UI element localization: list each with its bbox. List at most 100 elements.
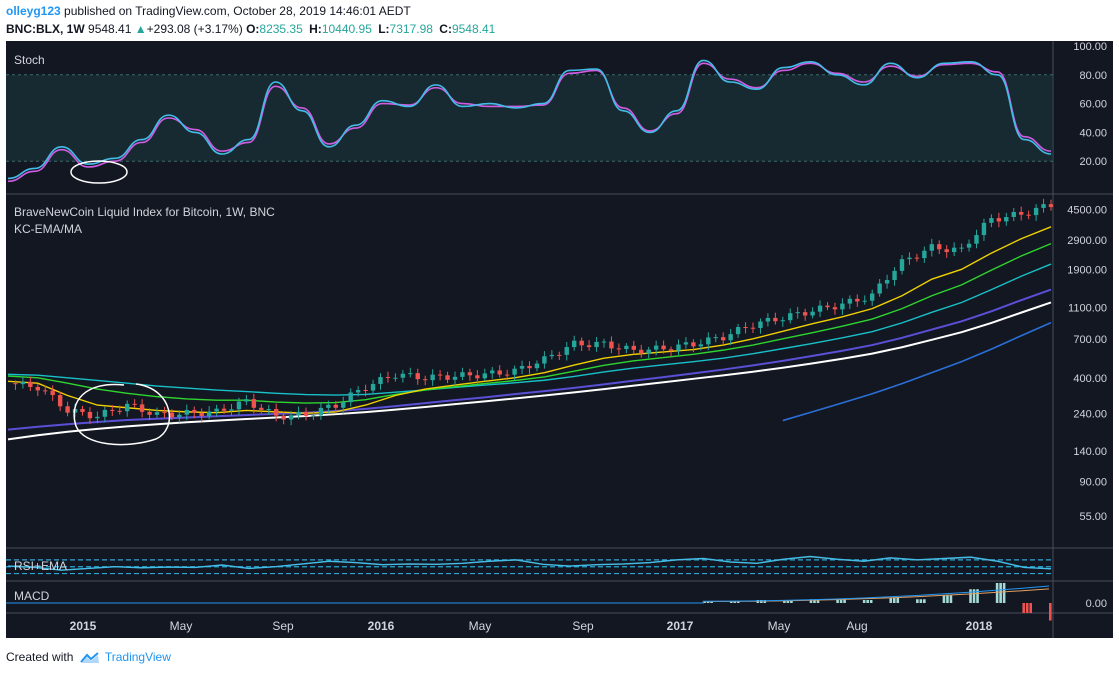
macd-histogram-bar	[843, 598, 846, 603]
macd-histogram-bar	[862, 600, 866, 603]
tradingview-link[interactable]: TradingView	[104, 650, 171, 664]
candle-body	[832, 307, 838, 310]
candle-body	[713, 337, 718, 339]
close-value: 9548.41	[451, 22, 496, 36]
price-axis-tick: 1900.00	[1067, 264, 1107, 276]
candle-body	[274, 409, 279, 416]
candle-body	[758, 321, 763, 328]
candle-body	[259, 407, 264, 410]
candle-body	[929, 244, 934, 251]
candle-body	[1033, 207, 1039, 216]
created-with-text: Created with	[6, 650, 74, 664]
chart-svg[interactable]: 100.00 80.00 60.00 40.00 20.00 Stoch 4500.00 29…	[6, 41, 1113, 638]
macd-histogram-bar	[976, 589, 979, 603]
candle-body	[616, 348, 622, 350]
candle-body	[57, 395, 63, 407]
candle-body	[117, 410, 122, 412]
macd-histogram-bar	[1049, 603, 1052, 621]
candle-body	[341, 402, 346, 408]
candle-body	[221, 408, 227, 411]
macd-histogram-bar	[1025, 603, 1029, 613]
candle-body	[780, 320, 785, 322]
macd-histogram-bar	[706, 601, 710, 603]
rsi-ema-line	[7, 556, 1052, 571]
candle-body	[87, 411, 93, 419]
candle-body	[504, 374, 510, 376]
candle-body	[296, 411, 301, 416]
candle-body	[951, 247, 957, 253]
x-axis-tick: 2018	[966, 619, 993, 633]
candle-body	[870, 293, 875, 301]
stoch-annotation-circle	[70, 160, 128, 184]
candle-body	[154, 412, 160, 415]
x-axis-tick: 2017	[667, 619, 694, 633]
candle-body	[281, 415, 286, 420]
candle-body	[884, 280, 890, 284]
candle-body	[944, 249, 949, 253]
macd-histogram-bar	[889, 598, 893, 603]
author-name[interactable]: olleyg123	[6, 4, 61, 18]
close-label: C:	[439, 22, 452, 36]
x-axis-tick: Sep	[572, 619, 594, 633]
candle-body	[817, 305, 823, 312]
candle-body	[892, 270, 897, 281]
candle-body	[855, 298, 860, 302]
macd-histogram-bar	[995, 583, 999, 603]
candle-body	[989, 218, 994, 223]
candle-body	[572, 340, 577, 348]
candle-body	[363, 390, 368, 392]
candle-body	[370, 383, 376, 391]
macd-line	[6, 585, 1050, 604]
macd-histogram-bar	[869, 600, 873, 603]
candle-body	[445, 375, 450, 380]
macd-signal-line	[6, 588, 1050, 604]
candle-body	[549, 354, 555, 357]
candle-body	[95, 416, 100, 419]
macd-histogram-bar	[1022, 603, 1026, 613]
candle-body	[534, 363, 540, 369]
macd-histogram-bar	[836, 598, 839, 603]
candle-body	[244, 399, 249, 402]
candle-body	[415, 373, 420, 380]
candle-body	[333, 404, 338, 408]
candle-body	[840, 303, 845, 310]
macd-histogram-bar	[969, 589, 972, 603]
candle-body	[475, 375, 480, 379]
candle-body	[743, 327, 748, 329]
candle-body	[199, 412, 204, 417]
candle-body	[236, 401, 242, 410]
candle-body	[974, 235, 979, 244]
candle-body	[214, 408, 219, 412]
candle-body	[542, 356, 547, 364]
candle-body	[698, 344, 704, 347]
candle-body	[147, 411, 152, 415]
stoch-axis-tick: 60.00	[1079, 99, 1107, 111]
candle-body	[802, 312, 808, 316]
candle-body	[825, 305, 830, 308]
candle-body	[609, 341, 614, 349]
candle-body	[527, 365, 532, 369]
candle-body	[601, 341, 607, 343]
x-axis-tick: May	[768, 619, 791, 633]
candle-body	[162, 412, 167, 414]
stoch-axis-tick: 20.00	[1079, 156, 1107, 168]
stoch-axis-tick: 40.00	[1079, 127, 1107, 139]
candle-body	[721, 337, 726, 341]
last-price: 9548.41	[88, 22, 132, 36]
candle-body	[326, 404, 331, 408]
candle-body	[676, 344, 681, 351]
chart-area[interactable]: 100.00 80.00 60.00 40.00 20.00 Stoch 4500.00 29…	[6, 41, 1113, 638]
open-label: O:	[246, 22, 260, 36]
candle-body	[937, 244, 942, 250]
candle-body	[586, 345, 592, 348]
price-axis-tick: 240.00	[1073, 408, 1107, 420]
candle-body	[229, 409, 234, 411]
candle-body	[922, 250, 927, 259]
candle-body	[482, 373, 487, 379]
candle-body	[139, 404, 145, 412]
candle-body	[691, 342, 696, 347]
candle-body	[810, 311, 815, 316]
candle-body	[437, 374, 443, 376]
price-annotation-circle	[73, 383, 171, 446]
tradingview-logo-icon	[79, 652, 99, 663]
